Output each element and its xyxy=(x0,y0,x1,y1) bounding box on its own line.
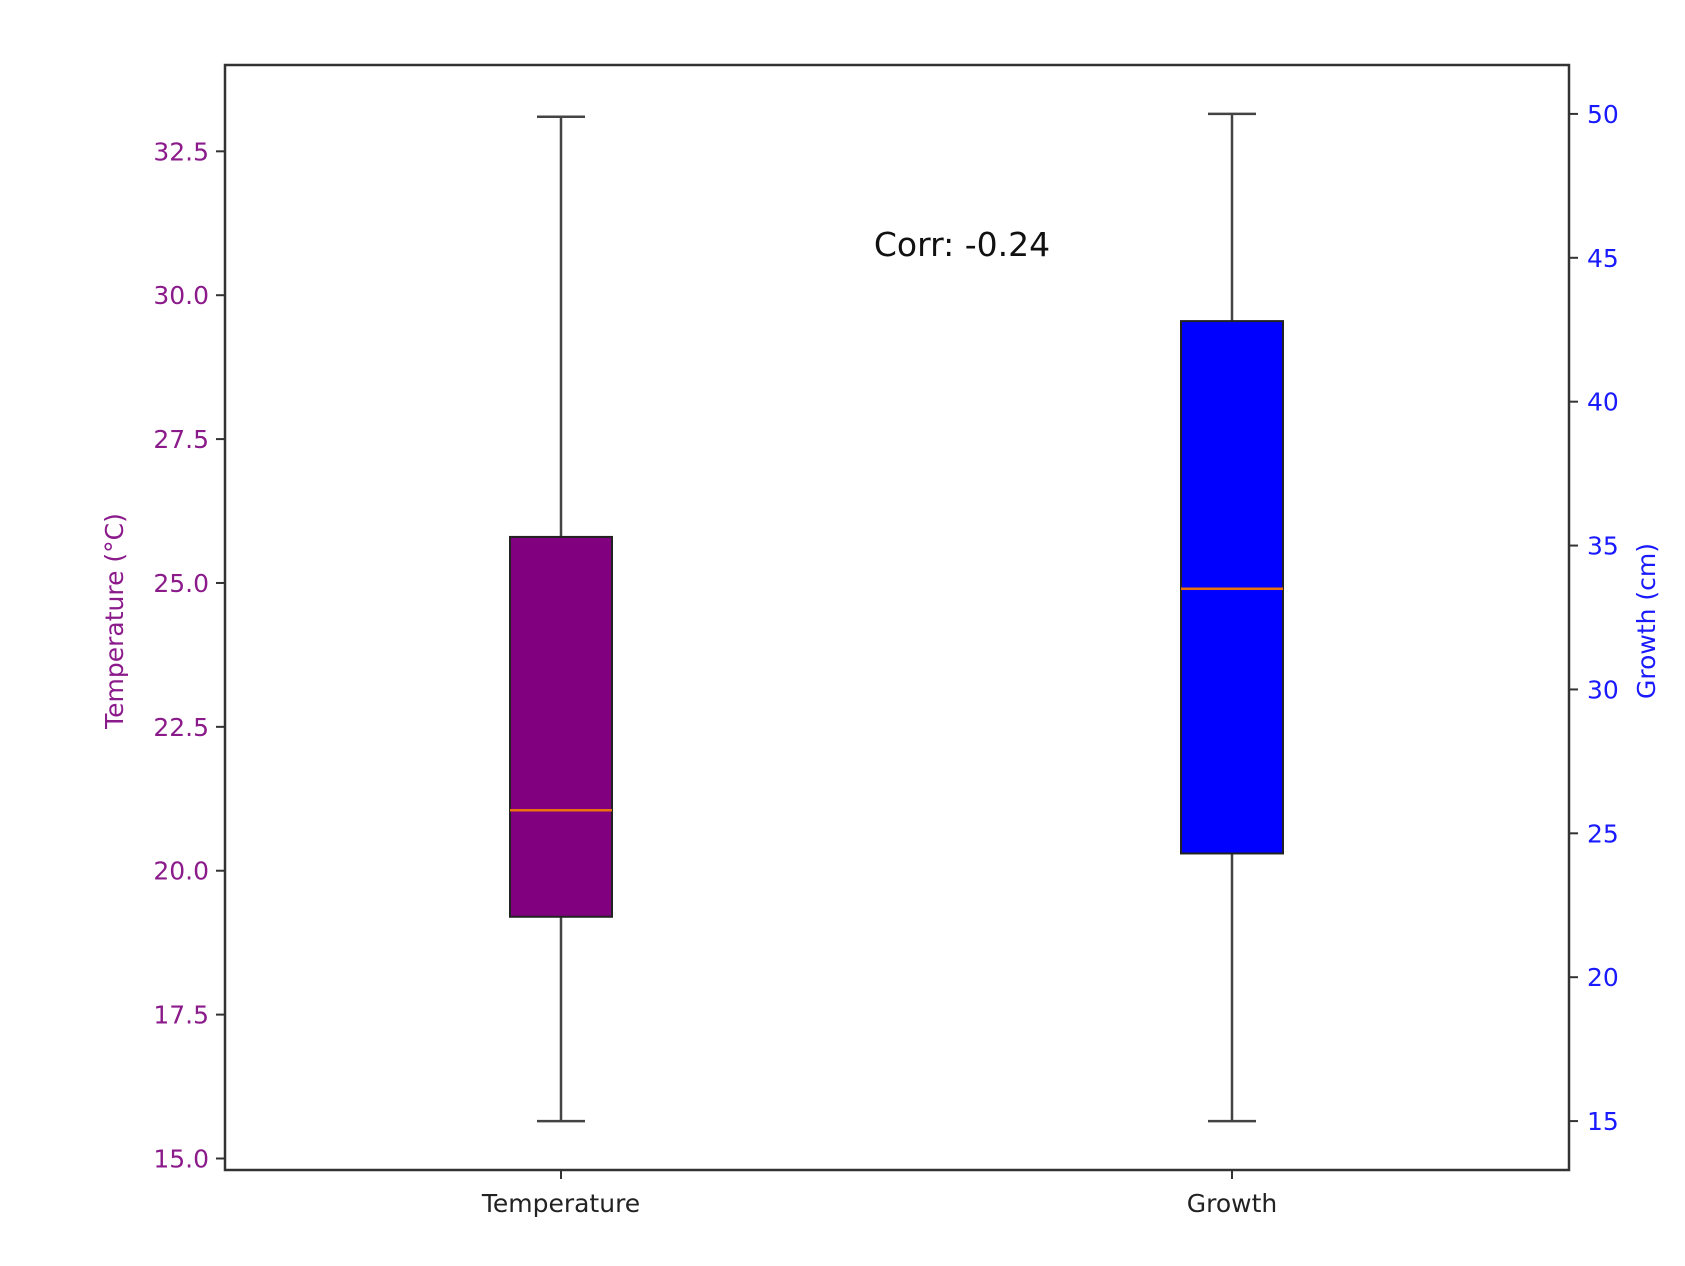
right-axis-tick-label: 35 xyxy=(1587,532,1619,561)
plot-frame xyxy=(223,63,1571,1172)
boxes xyxy=(509,112,1284,1123)
left-axis-tick-label: 27.5 xyxy=(153,425,209,454)
right-axis-tick-label: 25 xyxy=(1587,819,1619,848)
left-axis-tick-label: 17.5 xyxy=(153,1001,209,1030)
left-axis-tick-label: 15.0 xyxy=(153,1144,209,1173)
box-growth xyxy=(1180,112,1284,1123)
left-axis-tick-label: 22.5 xyxy=(153,713,209,742)
left-axis-label: Temperature (°C) xyxy=(100,513,129,730)
right-axis-tick-label: 40 xyxy=(1587,388,1619,417)
right-axis-tick-label: 20 xyxy=(1587,963,1619,992)
box-temperature xyxy=(509,115,613,1123)
box-iqr xyxy=(1180,320,1284,855)
left-axis-tick-label: 32.5 xyxy=(153,137,209,166)
right-axis-label: Growth (cm) xyxy=(1632,543,1661,699)
axes: 15.0 17.5 20.0 22.5 25.0 27.5 30.0 32.5 15 20 25 30… xyxy=(153,100,1618,1218)
plot-area xyxy=(223,63,1571,1172)
x-axis-tick-label: Growth xyxy=(1187,1189,1278,1218)
right-axis-tick-label: 45 xyxy=(1587,244,1619,273)
right-axis-tick-label: 50 xyxy=(1587,100,1619,129)
x-axis-tick-label: Temperature xyxy=(481,1189,640,1218)
left-axis-tick-label: 25.0 xyxy=(153,569,209,598)
right-axis-tick-label: 15 xyxy=(1587,1107,1619,1136)
correlation-annotation: Corr: -0.24 xyxy=(874,225,1050,264)
left-axis-tick-label: 20.0 xyxy=(153,857,209,886)
box-iqr xyxy=(509,535,613,918)
left-axis-tick-label: 30.0 xyxy=(153,281,209,310)
right-axis-tick-label: 30 xyxy=(1587,675,1619,704)
